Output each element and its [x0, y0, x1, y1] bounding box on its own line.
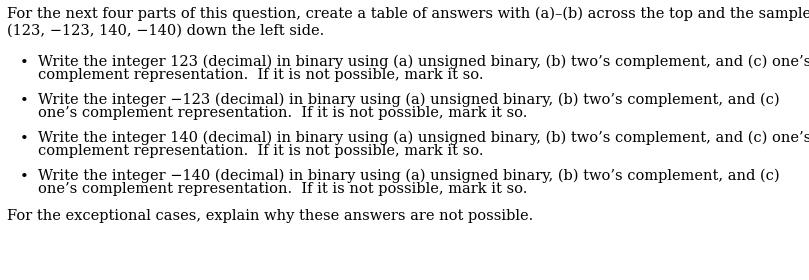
- Text: For the next four parts of this question, create a table of answers with (a)–(b): For the next four parts of this question…: [7, 7, 809, 21]
- Text: Write the integer 123 (decimal) in binary using (a) unsigned binary, (b) two’s c: Write the integer 123 (decimal) in binar…: [38, 55, 809, 69]
- Text: •: •: [20, 94, 29, 108]
- Text: •: •: [20, 132, 29, 146]
- Text: Write the integer −123 (decimal) in binary using (a) unsigned binary, (b) two’s : Write the integer −123 (decimal) in bina…: [38, 93, 780, 108]
- Text: complement representation.  If it is not possible, mark it so.: complement representation. If it is not …: [38, 68, 484, 82]
- Text: Write the integer 140 (decimal) in binary using (a) unsigned binary, (b) two’s c: Write the integer 140 (decimal) in binar…: [38, 131, 809, 145]
- Text: Write the integer −140 (decimal) in binary using (a) unsigned binary, (b) two’s : Write the integer −140 (decimal) in bina…: [38, 169, 780, 183]
- Text: For the exceptional cases, explain why these answers are not possible.: For the exceptional cases, explain why t…: [7, 209, 533, 223]
- Text: (123, −123, 140, −140) down the left side.: (123, −123, 140, −140) down the left sid…: [7, 24, 324, 38]
- Text: one’s complement representation.  If it is not possible, mark it so.: one’s complement representation. If it i…: [38, 106, 527, 120]
- Text: •: •: [20, 56, 29, 70]
- Text: complement representation.  If it is not possible, mark it so.: complement representation. If it is not …: [38, 144, 484, 158]
- Text: one’s complement representation.  If it is not possible, mark it so.: one’s complement representation. If it i…: [38, 182, 527, 196]
- Text: •: •: [20, 170, 29, 184]
